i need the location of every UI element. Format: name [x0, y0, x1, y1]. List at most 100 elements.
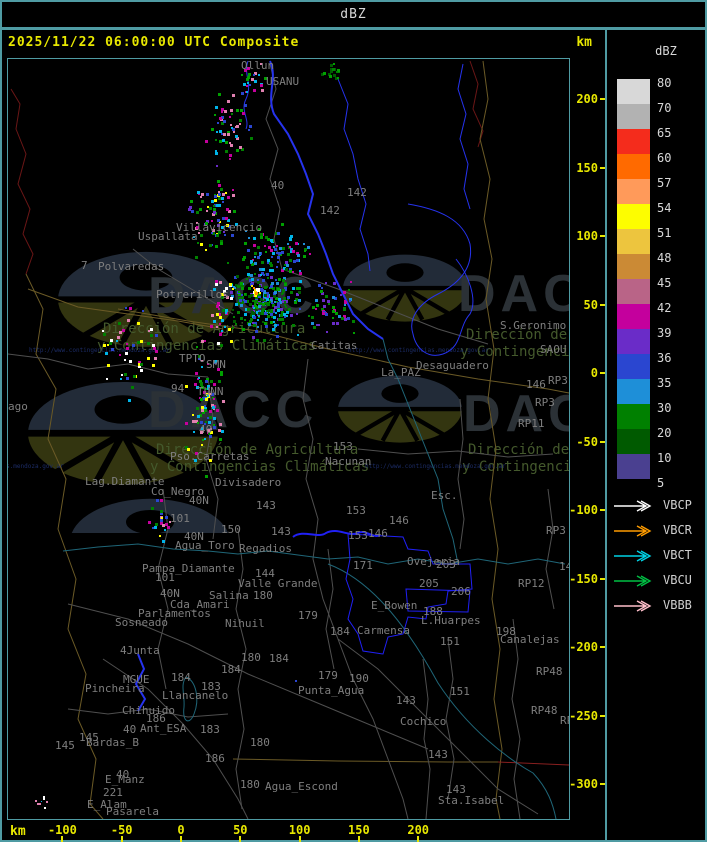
- map-place-label: Bardas_B: [86, 736, 139, 749]
- radar-echo-pixel: [329, 75, 332, 78]
- radar-echo-pixel: [109, 342, 112, 345]
- y-tick: [600, 646, 607, 648]
- radar-echo-pixel: [249, 303, 252, 306]
- radar-echo-pixel: [274, 326, 276, 328]
- map-place-label: Catitas: [311, 339, 357, 352]
- radar-echo-pixel: [242, 112, 245, 115]
- vector-legend-label: VBCT: [663, 548, 692, 562]
- radar-echoes-layer: [35, 63, 355, 809]
- radar-echo-pixel: [225, 192, 227, 194]
- radar-echo-pixel: [215, 280, 218, 283]
- radar-echo-pixel: [268, 246, 271, 249]
- radar-echo-pixel: [217, 302, 220, 305]
- radar-echo-pixel: [220, 188, 223, 191]
- radar-echo-pixel: [218, 193, 221, 196]
- radar-echo-pixel: [219, 117, 222, 120]
- radar-echo-pixel: [270, 299, 272, 301]
- route-sw: [67, 603, 429, 750]
- border-olive-west: [25, 273, 104, 819]
- map-place-label: 198: [496, 625, 516, 638]
- radar-echo-pixel: [204, 340, 206, 342]
- radar-echo-pixel: [259, 302, 262, 305]
- radar-echo-pixel: [252, 336, 255, 339]
- radar-echo-pixel: [197, 415, 200, 418]
- map-place-label: E_Alam: [87, 798, 127, 811]
- radar-echo-pixel: [247, 249, 250, 252]
- radar-echo-pixel: [240, 304, 243, 307]
- radar-echo-pixel: [290, 291, 293, 294]
- radar-echo-pixel: [219, 140, 222, 143]
- radar-echo-pixel: [207, 363, 209, 365]
- vector-legend-label: VBBB: [663, 598, 692, 612]
- radar-echo-pixel: [201, 360, 203, 362]
- dept-line: [422, 658, 431, 819]
- radar-echo-pixel: [153, 347, 156, 350]
- dacc-watermark-url: http://www.contingencias.mendoza.gov.ar: [365, 463, 506, 470]
- radar-echo-pixel: [210, 380, 213, 383]
- map-place-label: E_Manz: [105, 773, 145, 786]
- radar-echo-pixel: [255, 295, 257, 297]
- radar-echo-pixel: [221, 111, 223, 113]
- radar-echo-pixel: [287, 253, 290, 256]
- radar-echo-pixel: [251, 285, 253, 287]
- radar-echo-pixel: [215, 283, 218, 286]
- radar-echo-pixel: [256, 339, 259, 342]
- radar-echo-pixel: [236, 275, 239, 278]
- radar-echo-pixel: [332, 68, 335, 71]
- map-place-label: 143: [428, 748, 448, 761]
- radar-echo-pixel: [277, 309, 280, 312]
- map-place-label: Llancanelo: [162, 689, 228, 702]
- radar-echo-pixel: [185, 385, 188, 388]
- radar-echo-pixel: [188, 208, 191, 211]
- radar-echo-pixel: [262, 308, 265, 311]
- radar-echo-pixel: [325, 313, 328, 316]
- radar-echo-pixel: [224, 294, 226, 296]
- radar-echo-pixel: [270, 276, 273, 279]
- radar-echo-pixel: [235, 284, 238, 287]
- radar-echo-pixel: [330, 68, 333, 71]
- radar-echo-pixel: [258, 315, 260, 317]
- map-panel: 2025/11/22 06:00:00 UTC Composite km DAC…: [0, 28, 608, 842]
- map-place-label: 151: [440, 635, 460, 648]
- radar-echo-pixel: [269, 269, 272, 272]
- radar-echo-pixel: [303, 255, 306, 258]
- radar-echo-pixel: [233, 316, 235, 318]
- y-tick: [600, 98, 607, 100]
- radar-echo-pixel: [275, 312, 277, 314]
- radar-echo-pixel: [245, 308, 248, 311]
- dacc-eye-logo: [58, 251, 234, 347]
- radar-echo-pixel: [150, 328, 153, 331]
- radar-echo-pixel: [195, 256, 198, 259]
- map-place-label: La_PAZ: [381, 366, 421, 379]
- radar-echo-pixel: [230, 297, 233, 300]
- radar-echo-pixel: [289, 237, 292, 240]
- colorbar-swatch: [617, 204, 650, 229]
- map-place-label: Cochico: [400, 715, 446, 728]
- radar-echo-pixel: [264, 312, 267, 315]
- map-place-label: Esc.: [431, 489, 458, 502]
- radar-echo-pixel: [140, 340, 143, 343]
- radar-echo-pixel: [241, 287, 244, 290]
- radar-echo-pixel: [348, 289, 350, 291]
- radar-echo-pixel: [206, 210, 208, 212]
- radar-echo-pixel: [253, 307, 255, 309]
- radar-echo-pixel: [273, 295, 276, 298]
- radar-echo-pixel: [343, 307, 346, 310]
- radar-echo-pixel: [204, 423, 206, 425]
- radar-echo-pixel: [287, 296, 290, 299]
- dacc-eye-logo: [28, 381, 219, 485]
- map-place-label: RP: [560, 714, 569, 727]
- radar-echo-pixel: [248, 287, 251, 290]
- colorbar-swatch: [617, 179, 650, 204]
- radar-echo-pixel: [222, 201, 224, 203]
- radar-echo-pixel: [260, 84, 263, 87]
- radar-echo-pixel: [282, 279, 285, 282]
- radar-echo-pixel: [210, 428, 212, 430]
- radar-echo-pixel: [292, 250, 295, 253]
- radar-echo-pixel: [240, 317, 243, 320]
- radar-echo-pixel: [282, 289, 285, 292]
- map-place-label: Nacunan: [325, 455, 371, 468]
- radar-echo-pixel: [204, 409, 207, 412]
